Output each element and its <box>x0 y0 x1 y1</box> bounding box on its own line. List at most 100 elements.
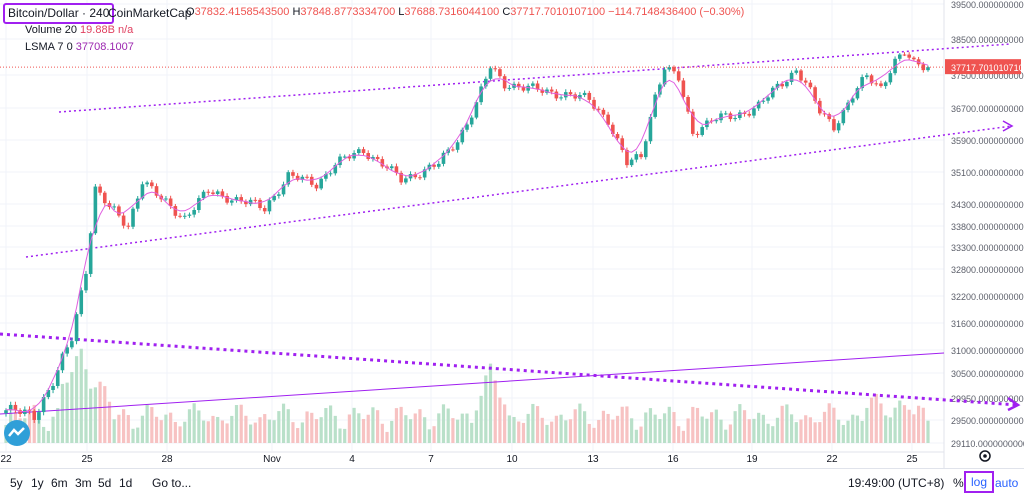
volume-bar <box>832 407 836 443</box>
volume-bar <box>319 417 323 443</box>
candle-body <box>540 89 545 93</box>
candle-body <box>827 114 832 120</box>
range-5y[interactable]: 5y <box>10 476 23 490</box>
volume-bar <box>178 426 182 443</box>
change-value: −114.7148436400 (−0.30%) <box>608 6 745 18</box>
arrow-right-icon <box>1007 396 1021 412</box>
volume-bar <box>51 416 55 443</box>
price-tick-label: 29500.0000000000 <box>951 416 1024 426</box>
range-3m[interactable]: 3m <box>75 476 92 490</box>
range-5d[interactable]: 5d <box>98 476 112 490</box>
volume-bar <box>686 418 690 443</box>
volume-bar <box>601 410 606 443</box>
volume-bar <box>296 428 300 443</box>
range-6m[interactable]: 6m <box>51 476 68 490</box>
volume-bar <box>385 431 389 443</box>
log-toggle[interactable]: log <box>964 471 994 493</box>
candle-body <box>192 210 196 215</box>
candle-body <box>451 149 455 151</box>
candle-body <box>117 206 121 216</box>
price-tick-label: 33300.0000000000 <box>951 243 1024 253</box>
candle-body <box>248 199 253 205</box>
candle-body <box>98 186 102 193</box>
candle-body <box>897 54 902 59</box>
volume-bar <box>672 412 676 443</box>
candle-body <box>168 198 173 207</box>
volume-bar <box>855 415 860 443</box>
volume-bar <box>851 414 855 443</box>
volume-bar <box>206 421 210 443</box>
volume-bar <box>568 419 573 443</box>
volume-bar <box>140 415 145 443</box>
symbol-label[interactable]: Bitcoin/Dollar · 240 <box>3 3 115 24</box>
candle-body <box>789 72 794 82</box>
candle-body <box>832 119 836 131</box>
volume-bar <box>653 414 657 443</box>
support-line <box>0 352 945 415</box>
price-tick-label: 32800.0000000000 <box>951 265 1024 275</box>
price-tick-label: 35900.0000000000 <box>951 136 1024 146</box>
volume-bar <box>432 426 436 443</box>
price-tick-label: 33800.0000000000 <box>951 222 1024 232</box>
volume-bar <box>451 418 455 443</box>
candle-body <box>813 87 817 101</box>
volume-bar <box>695 407 700 443</box>
candle-body <box>799 70 803 81</box>
candle-body <box>135 198 140 209</box>
volume-bar <box>258 417 262 443</box>
long-trend-line <box>0 332 1019 407</box>
volume-bar <box>187 409 192 443</box>
auto-toggle[interactable]: auto <box>995 476 1019 490</box>
candle-body <box>70 341 74 348</box>
volume-bar <box>865 407 869 443</box>
volume-bar <box>201 420 206 443</box>
volume-indicator-legend[interactable]: Volume 20 19.88B n/a <box>25 24 134 36</box>
volume-bar <box>310 412 314 443</box>
candle-body <box>752 108 756 116</box>
range-1d[interactable]: 1d <box>119 476 133 490</box>
volume-bar <box>757 412 761 443</box>
candle-body <box>568 92 573 95</box>
volume-bar <box>267 419 272 443</box>
volume-bar <box>535 406 540 443</box>
candle-body <box>841 109 846 124</box>
time-tick-label: 7 <box>428 454 434 465</box>
volume-bar <box>216 416 220 443</box>
goto-button[interactable]: Go to... <box>152 476 192 490</box>
candle-body <box>220 191 225 196</box>
percent-toggle[interactable]: % <box>953 476 964 490</box>
volume-bar <box>869 397 874 443</box>
candle-body <box>258 199 262 209</box>
candle-body <box>455 142 460 150</box>
volume-bar <box>413 413 417 443</box>
candle-body <box>803 80 808 83</box>
volume-bar <box>197 410 201 443</box>
candle-body <box>8 404 13 411</box>
candle-body <box>601 109 606 115</box>
tradingview-logo-icon[interactable] <box>4 420 30 446</box>
price-tick-label: 30500.0000000000 <box>951 369 1024 379</box>
candle-body <box>902 54 907 56</box>
lsma-indicator-legend[interactable]: LSMA 7 0 37708.1007 <box>25 41 134 53</box>
candle-body <box>253 199 258 201</box>
candle-body <box>836 123 841 131</box>
price-chart[interactable]: 39500.0000000000 38500.0000000000 37500.00… <box>0 0 1024 468</box>
volume-bar <box>804 415 808 443</box>
range-1y[interactable]: 1y <box>31 476 44 490</box>
price-tick-label: 35100.0000000000 <box>951 168 1024 178</box>
candle-body <box>432 164 436 167</box>
volume-bar <box>785 404 789 443</box>
volume-bar <box>488 363 493 443</box>
volume-bar <box>103 386 107 443</box>
time-tick-label: 25 <box>906 454 918 465</box>
candle-body <box>888 73 893 83</box>
volume-bar <box>860 420 864 443</box>
volume-bar <box>263 414 267 443</box>
candle-body <box>723 113 728 115</box>
volume-bar <box>837 419 841 443</box>
volume-bar <box>564 420 568 443</box>
timezone-clock[interactable]: 19:49:00 (UTC+8) <box>848 476 945 490</box>
candle-body <box>521 87 526 91</box>
candle-body <box>573 94 577 99</box>
candle-body <box>131 208 135 227</box>
